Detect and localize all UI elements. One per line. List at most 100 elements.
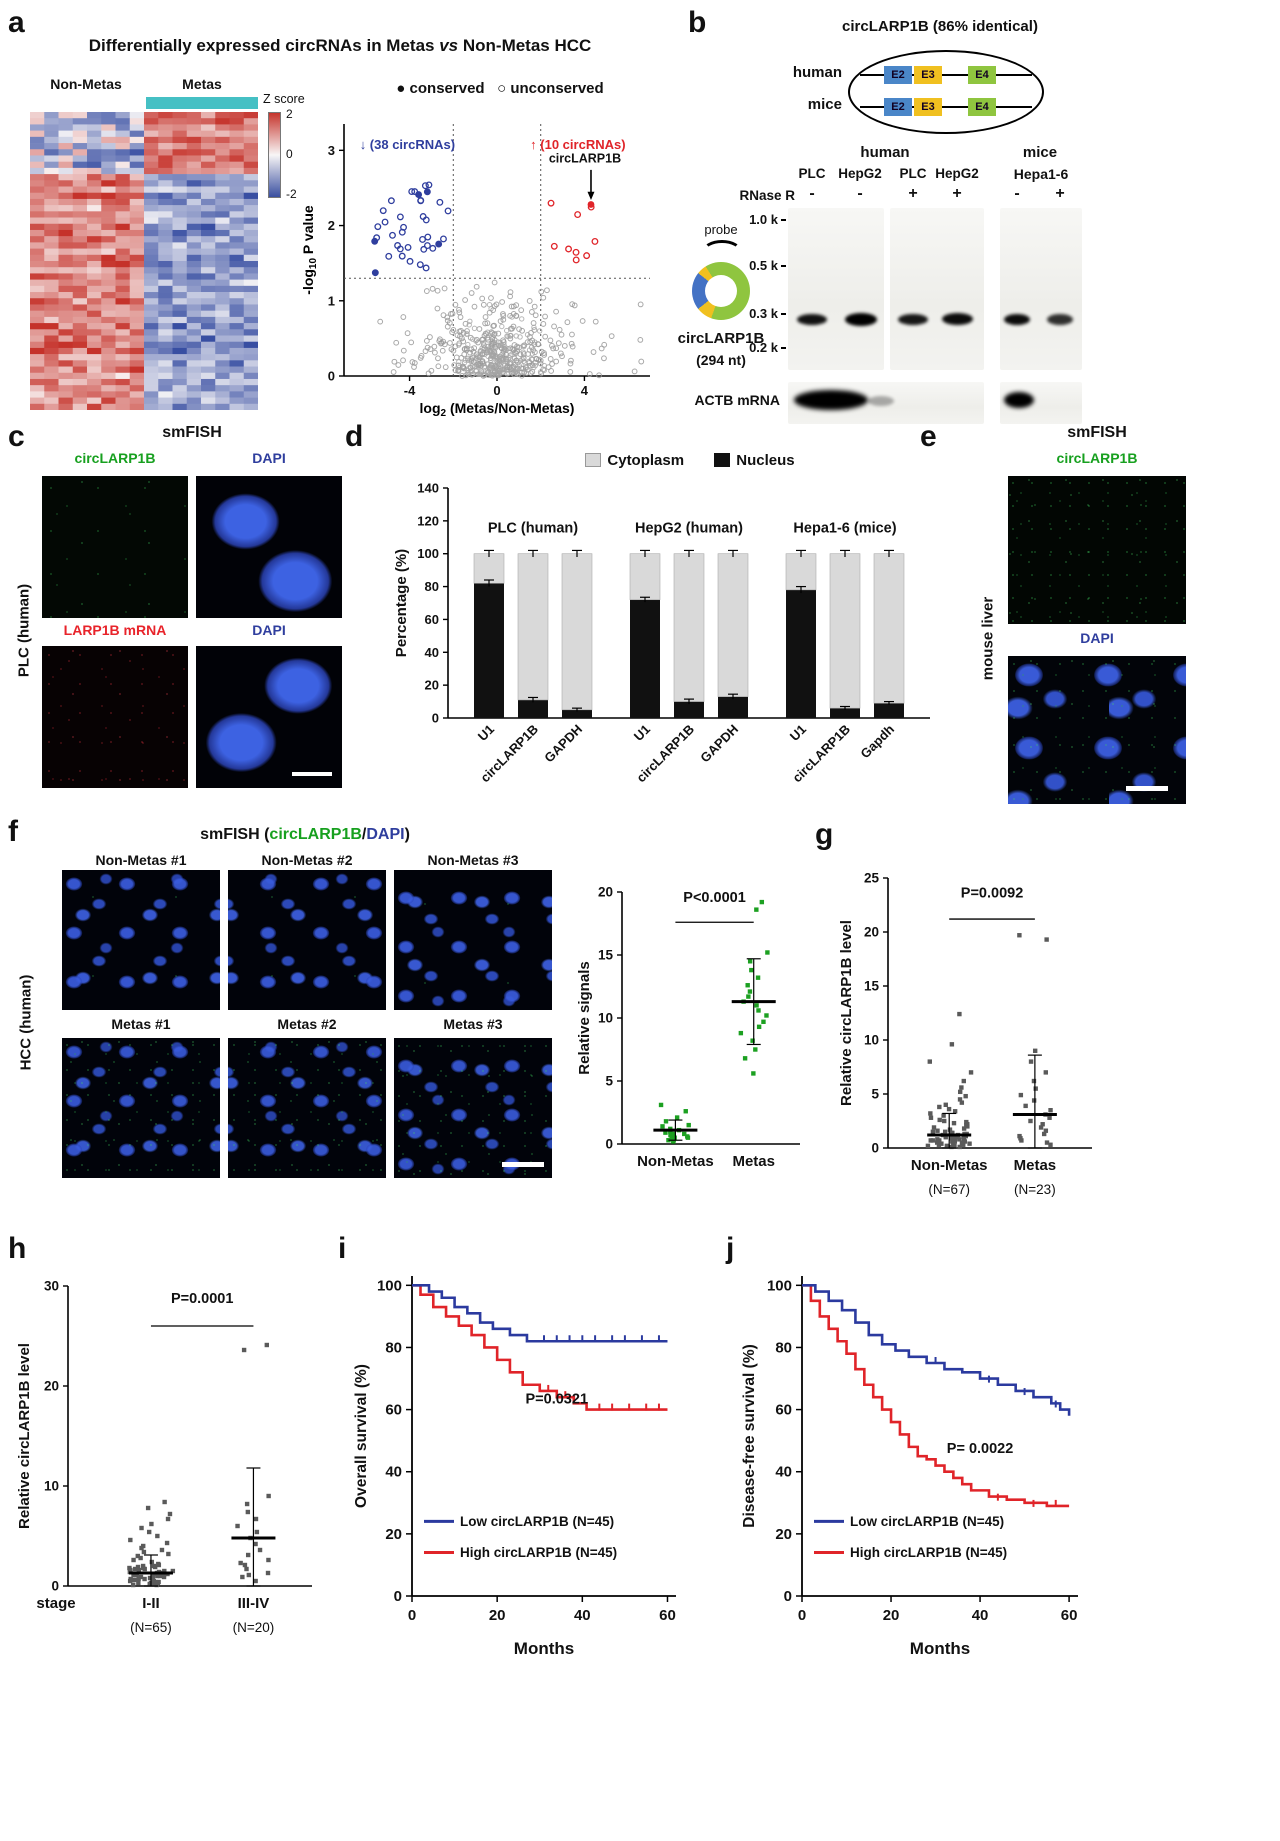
panel-label-i: i: [338, 1232, 347, 1265]
panel-label-a: a: [8, 6, 25, 39]
svg-text:Disease-free survival (%): Disease-free survival (%): [741, 1344, 758, 1528]
svg-text:PLC (human): PLC (human): [488, 520, 578, 536]
svg-text:Metas: Metas: [732, 1153, 775, 1170]
svg-text:Hepa1-6 (mice): Hepa1-6 (mice): [793, 520, 896, 536]
c-side-label: PLC (human): [15, 583, 33, 678]
svg-text:40: 40: [574, 1607, 591, 1624]
c-image-circ-green: [42, 476, 188, 618]
f-image-metas-1: [62, 1038, 220, 1178]
svg-text:GAPDH: GAPDH: [697, 722, 741, 766]
marker-tick-3: [781, 313, 786, 315]
e-side-label: mouse liver: [979, 596, 997, 681]
svg-text:P=0.0092: P=0.0092: [961, 885, 1024, 901]
rnase-sign-6: +: [1055, 185, 1065, 202]
conserved-label: conserved: [409, 80, 485, 97]
unconserved-marker-icon: ○: [497, 80, 507, 97]
panel-a-title-pre: Differentially expressed circRNAs in Met…: [88, 36, 440, 55]
actb-label: ACTB mRNA: [694, 392, 780, 408]
svg-text:20: 20: [883, 1607, 900, 1624]
svg-text:10: 10: [864, 1033, 879, 1048]
svg-text:20: 20: [489, 1607, 506, 1624]
svg-text:(N=65): (N=65): [130, 1620, 172, 1635]
actb-band-mice: [1004, 392, 1034, 408]
e-label-circ: circLARP1B: [1056, 450, 1138, 466]
panel-a-title-post: Non-Metas HCC: [458, 36, 592, 55]
svg-text:60: 60: [385, 1402, 402, 1419]
panel-label-h: h: [8, 1232, 27, 1265]
svg-text:40: 40: [775, 1464, 792, 1481]
svg-text:Non-Metas: Non-Metas: [911, 1157, 988, 1174]
e-scale-bar: [1126, 786, 1168, 791]
f-title-post: ): [404, 826, 410, 843]
svg-text:U1: U1: [787, 722, 809, 744]
rnase-sign-2: -: [857, 185, 863, 202]
marker-tick-2: [781, 265, 786, 267]
svg-text:Gapdh: Gapdh: [857, 721, 897, 761]
svg-text:0: 0: [871, 1141, 879, 1156]
svg-text:140: 140: [417, 481, 439, 496]
svg-text:0: 0: [493, 383, 500, 398]
svg-text:20: 20: [385, 1526, 402, 1543]
svg-text:3: 3: [328, 143, 335, 158]
actb-band-human: [794, 390, 868, 410]
gel-lane-2: HepG2: [838, 166, 882, 181]
svg-text:60: 60: [1061, 1607, 1078, 1624]
volcano-chart: 0 1 2 3 -4 0 4 circLARP1B ↓ (38 circRNAs) ↑ (10 c…: [300, 124, 650, 418]
panel-a-title-vs: vs: [439, 36, 459, 55]
svg-text:GAPDH: GAPDH: [541, 722, 585, 766]
c-label-dapi2: DAPI: [252, 622, 286, 638]
svg-text:P=0.0001: P=0.0001: [171, 1291, 234, 1307]
svg-text:P<0.0001: P<0.0001: [683, 890, 746, 906]
circ-band-4: [942, 313, 973, 325]
svg-text:20: 20: [864, 925, 879, 940]
svg-text:20: 20: [598, 885, 613, 900]
svg-text:Relative circLARP1B level: Relative circLARP1B level: [838, 920, 855, 1106]
mice-exon-e2: E2: [884, 98, 912, 116]
rnase-sign-1: -: [809, 185, 815, 202]
panel-label-g: g: [815, 818, 834, 851]
f-col-3: Non-Metas #3: [427, 852, 519, 868]
f-title-circ: circLARP1B: [269, 826, 362, 843]
gel-lane-5: Hepa1-6: [1013, 166, 1069, 182]
f-image-nonmetas-3: [394, 870, 552, 1010]
svg-text:80: 80: [425, 579, 439, 594]
svg-text:2: 2: [328, 218, 335, 233]
f-col-6: Metas #3: [443, 1016, 503, 1032]
mice-exon-e4: E4: [968, 98, 996, 116]
colorbar-tick-mid: 0: [286, 147, 293, 161]
colorbar: [268, 112, 281, 198]
svg-text:5: 5: [605, 1074, 613, 1089]
svg-text:20: 20: [44, 1379, 59, 1394]
f-image-metas-2: [228, 1038, 386, 1178]
unconserved-label: unconserved: [510, 80, 604, 97]
circ-band-6: [1047, 314, 1073, 325]
f-title-pre: smFISH (: [200, 826, 270, 843]
fish-signals-chart: 0 5 10 15 20 Relative signals Non-Metas Metas P<…: [576, 885, 800, 1170]
svg-text:10: 10: [598, 1011, 613, 1026]
e-label-dapi: DAPI: [1080, 630, 1114, 646]
f-col-2: Non-Metas #2: [261, 852, 353, 868]
f-image-nonmetas-2: [228, 870, 386, 1010]
dfs-chart: 0 20 40 60 80 100 0 20 40 60 Disease-free survival…: [741, 1276, 1078, 1658]
marker-1-0k: 1.0 k: [749, 212, 778, 227]
gel-mice: [1000, 208, 1082, 370]
colorbar-tick-min: -2: [286, 187, 297, 201]
circ-band-3: [898, 314, 928, 325]
c-image-mrna-red: [42, 646, 188, 788]
svg-text:100: 100: [417, 546, 439, 561]
svg-text:P= 0.0022: P= 0.0022: [947, 1441, 1014, 1457]
circ-band-1: [797, 314, 827, 325]
svg-text:U1: U1: [475, 722, 497, 744]
svg-text:0: 0: [51, 1579, 59, 1594]
panel-label-c: c: [8, 420, 25, 453]
gel-lane-3: PLC: [899, 166, 927, 181]
human-exon-e3: E3: [914, 66, 942, 84]
gel-human-minus: [788, 208, 884, 370]
schematic-human-label: human: [792, 64, 842, 81]
svg-text:III-IV: III-IV: [238, 1595, 270, 1612]
heatmap-group-metas: Metas: [182, 76, 222, 92]
svg-text:I-II: I-II: [142, 1595, 160, 1612]
svg-text:60: 60: [775, 1402, 792, 1419]
panel-b-title: circLARP1B (86% identical): [842, 18, 1038, 35]
